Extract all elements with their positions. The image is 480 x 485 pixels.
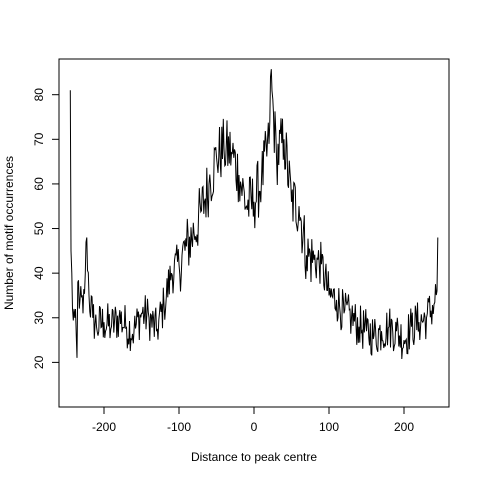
x-axis-title: Distance to peak centre bbox=[191, 450, 317, 464]
x-tick-label: 0 bbox=[251, 420, 258, 434]
y-tick-label: 20 bbox=[32, 355, 46, 369]
plot-frame bbox=[58, 58, 450, 408]
x-axis: -200 -100 0 100 200 bbox=[92, 407, 414, 434]
y-tick-label: 50 bbox=[32, 222, 46, 236]
x-tick-label: 100 bbox=[319, 420, 339, 434]
x-tick-label: -200 bbox=[92, 420, 116, 434]
y-axis: 20 30 40 50 60 70 80 bbox=[32, 88, 59, 369]
y-axis-title: Number of motif occurrences bbox=[2, 156, 16, 310]
y-tick-label: 80 bbox=[32, 88, 46, 102]
x-tick-label: 200 bbox=[394, 420, 414, 434]
y-tick-label: 40 bbox=[32, 266, 46, 280]
series-line bbox=[69, 69, 439, 360]
y-tick-label: 60 bbox=[32, 177, 46, 191]
y-tick-label: 30 bbox=[32, 311, 46, 325]
y-tick-label: 70 bbox=[32, 132, 46, 146]
x-tick-label: -100 bbox=[167, 420, 191, 434]
